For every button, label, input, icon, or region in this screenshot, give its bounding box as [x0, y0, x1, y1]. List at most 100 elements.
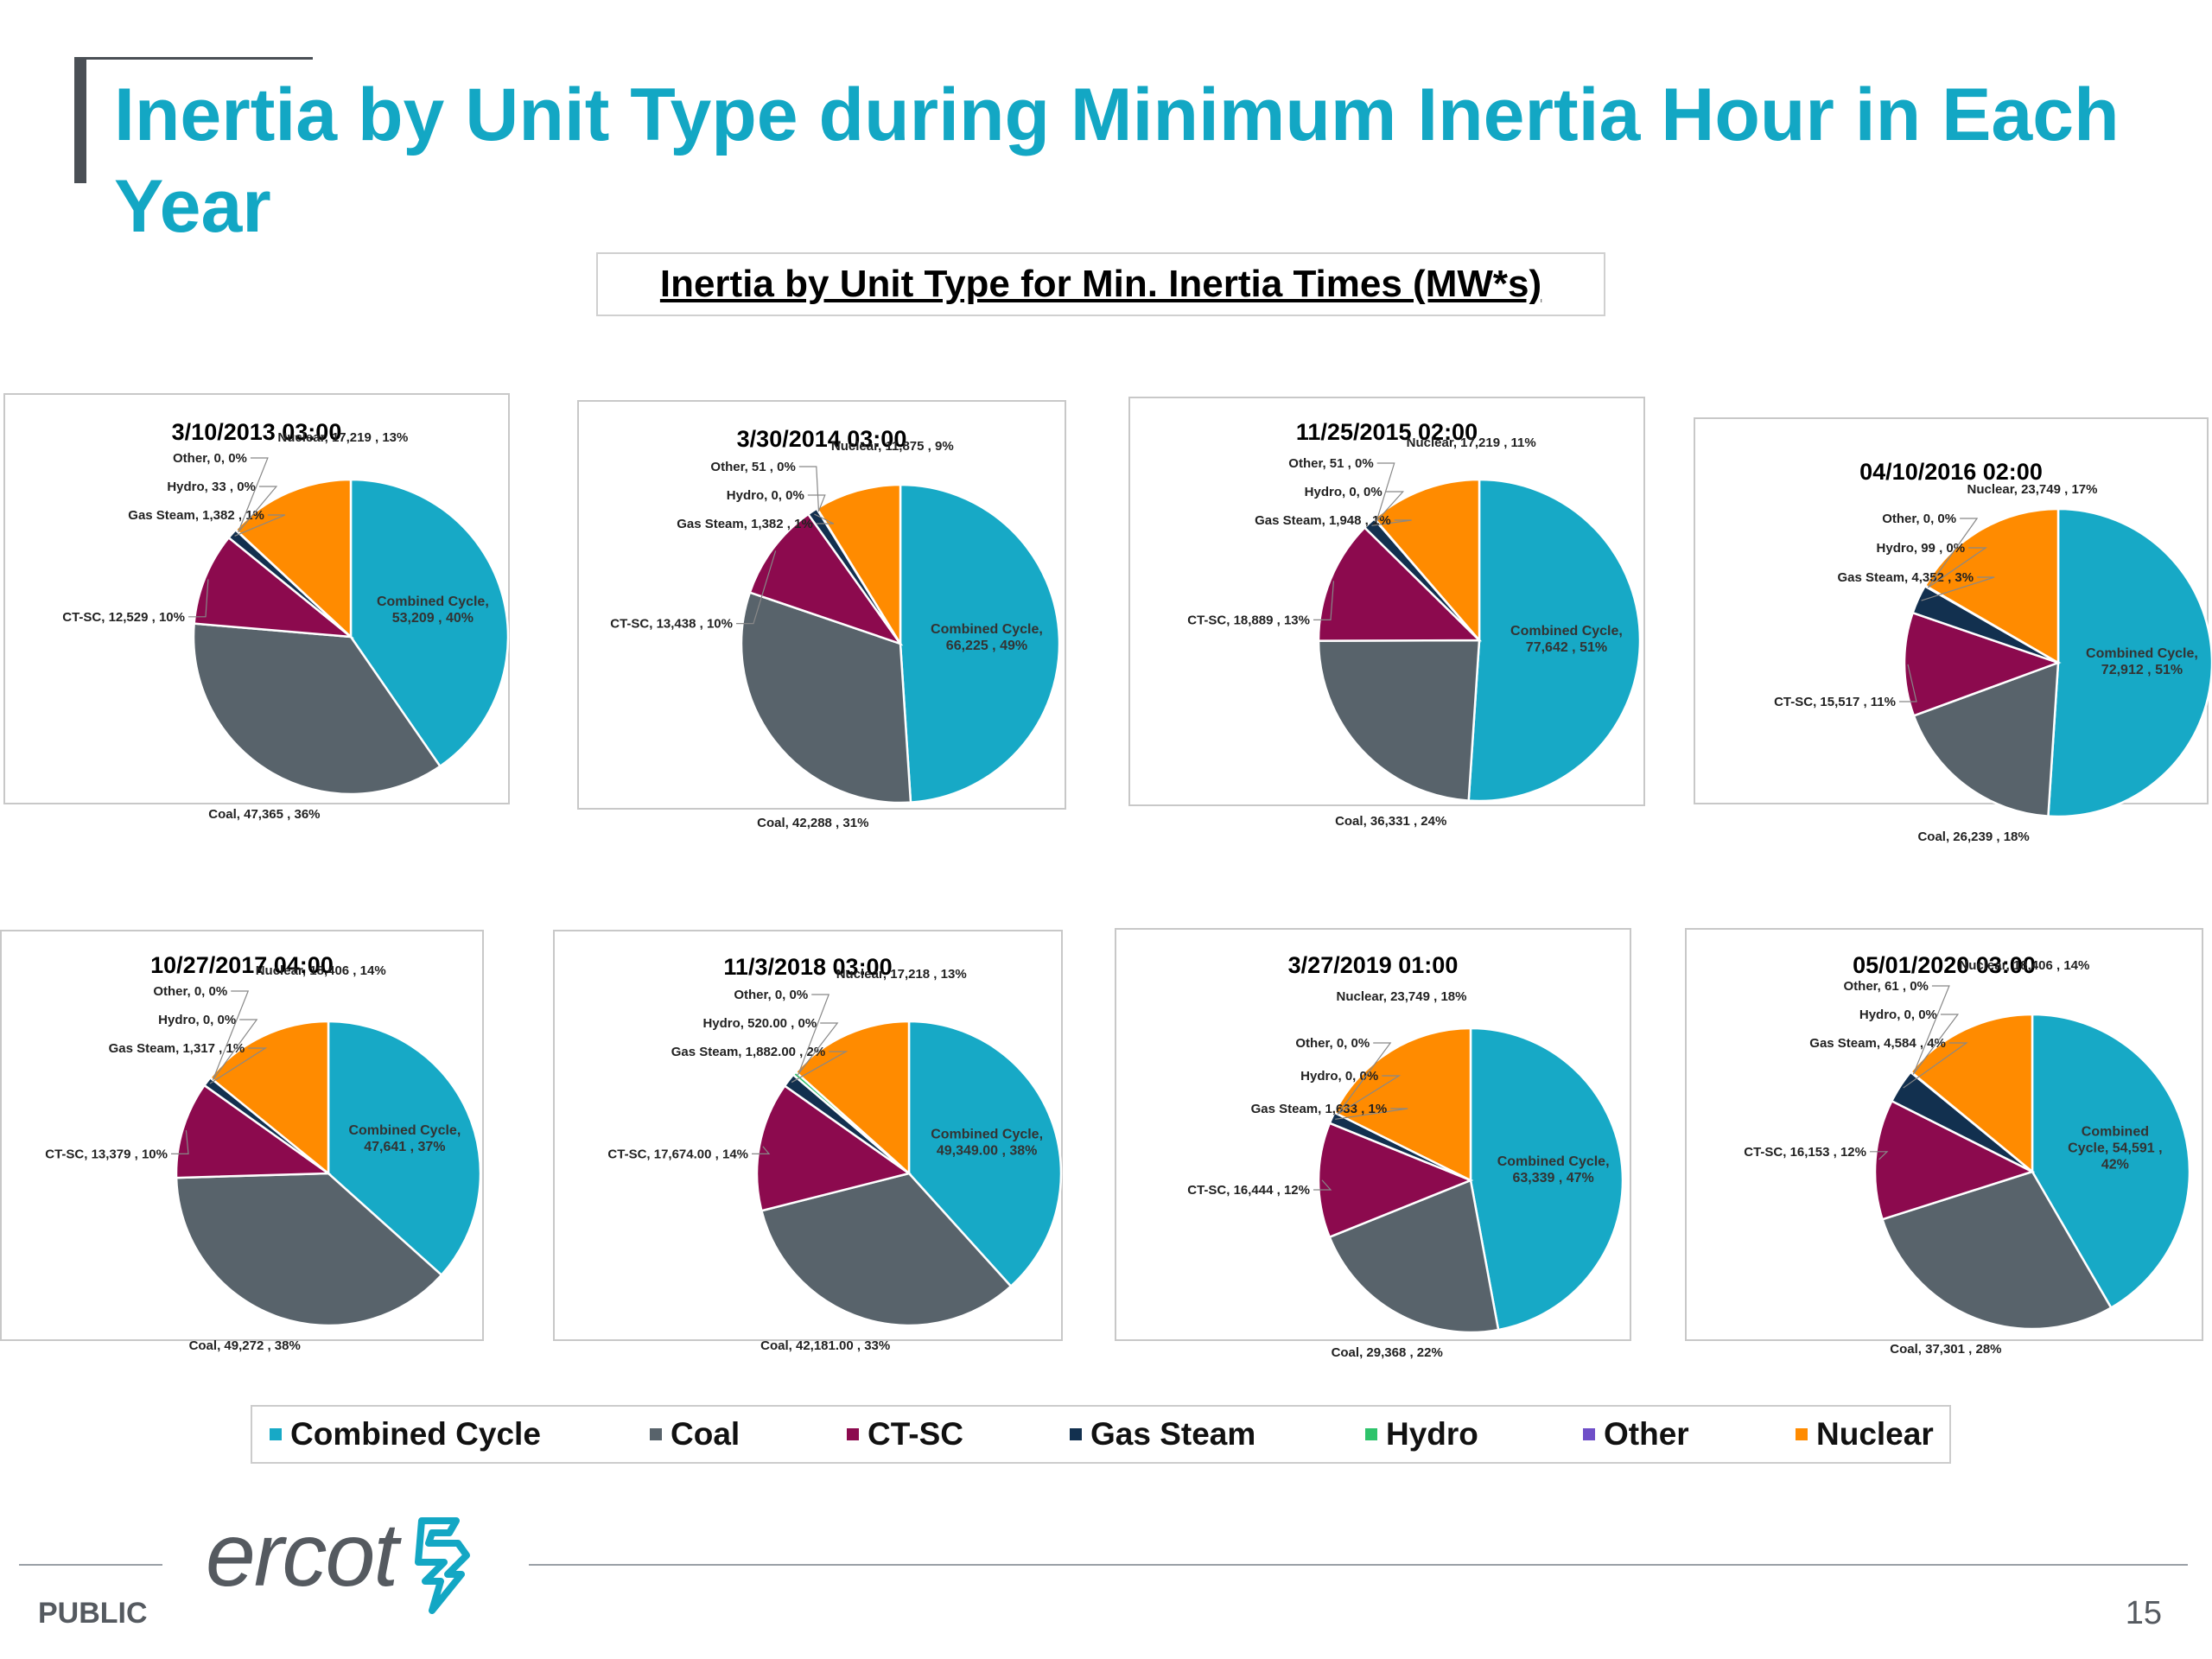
- pie-label-nuclear: Nuclear, 17,218 , 13%: [836, 967, 967, 982]
- label-leader-line: [797, 1022, 839, 1077]
- pie-label-other: Other, 0, 0%: [734, 988, 808, 1002]
- pie-label-nuclear: Nuclear, 23,749 , 18%: [1337, 989, 1467, 1004]
- pie-label-hydro: Hydro, 0, 0%: [727, 488, 804, 503]
- legend-swatch: [1070, 1428, 1082, 1440]
- pie-label-other: Other, 0, 0%: [173, 451, 247, 466]
- pie-label-gas-steam: Gas Steam, 1,382 , 1%: [677, 517, 813, 531]
- pie-label-coal: Coal, 26,239 , 18%: [1917, 830, 2029, 844]
- pie-label-hydro: Hydro, 0, 0%: [1859, 1007, 1937, 1022]
- legend-label: CT-SC: [868, 1416, 963, 1452]
- pie-label-gas-steam: Gas Steam, 4,352 , 3%: [1837, 570, 1974, 585]
- pie-label-hydro: Hydro, 0, 0%: [1305, 485, 1382, 499]
- ercot-logo: ercot: [206, 1505, 398, 1605]
- pie-label-ct-sc: CT-SC, 13,438 , 10%: [610, 617, 733, 632]
- legend-label: Gas Steam: [1090, 1416, 1256, 1452]
- pie-label-combined-cycle: 47,641 , 37%: [364, 1140, 445, 1154]
- pie-title: 11/25/2015 02:00: [1296, 419, 1478, 445]
- label-leader-line: [1912, 1014, 1960, 1075]
- pie-slice-combined-cycle: [327, 1020, 482, 1277]
- label-leader-line: [791, 1051, 849, 1084]
- pie-label-combined-cycle: Combined Cycle,: [348, 1123, 461, 1138]
- pie-slice-ct-sc: [755, 1084, 912, 1212]
- label-leader-line: [1928, 518, 1979, 588]
- pie-label-combined-cycle: 63,339 , 47%: [1512, 1171, 1593, 1185]
- label-leader-line: [1921, 576, 1995, 601]
- label-leader-line: [1335, 1108, 1408, 1120]
- pie-label-ct-sc: CT-SC, 17,674.00 , 14%: [607, 1147, 748, 1161]
- legend-swatch: [270, 1428, 282, 1440]
- pie-label-combined-cycle: Combined Cycle,: [931, 622, 1043, 637]
- pie-slice-ct-sc: [175, 1084, 332, 1179]
- pie-label-gas-steam: Gas Steam, 1,633 , 1%: [1251, 1102, 1388, 1116]
- label-leader-line: [1337, 1042, 1392, 1115]
- pie-label-combined-cycle: 72,912 , 51%: [2101, 663, 2183, 677]
- pie-label-combined-cycle: Combined Cycle,: [1510, 624, 1623, 639]
- legend-label: Combined Cycle: [290, 1416, 541, 1452]
- pie-svg: 10/27/2017 04:00 Combined Cycle, 47,641 , …: [45, 952, 482, 1353]
- label-leader-line: [798, 466, 820, 512]
- pie-slice-coal: [740, 591, 912, 804]
- pie-title: 10/27/2017 04:00: [150, 952, 334, 978]
- label-leader-line: [1928, 547, 1988, 588]
- pie-svg: 3/10/2013 03:00 Combined Cycle, 53,209 , 4…: [62, 419, 510, 822]
- pie-label-hydro: Hydro, 520.00 , 0%: [702, 1016, 817, 1031]
- pie-label-nuclear: Nuclear, 23,749 , 17%: [1967, 482, 2098, 497]
- pie-label-coal: Coal, 47,365 , 36%: [208, 807, 320, 822]
- label-leader-line: [798, 994, 830, 1075]
- pie-slice-ct-sc: [193, 536, 354, 639]
- pie-slice-ct-sc: [1873, 1099, 2036, 1221]
- pie-label-coal: Coal, 36,331 , 24%: [1335, 814, 1446, 829]
- pie-slice-ct-sc: [748, 512, 904, 646]
- pie-label-ct-sc: CT-SC, 15,517 , 11%: [1774, 695, 1896, 709]
- pie-label-ct-sc: CT-SC, 12,529 , 10%: [62, 610, 185, 625]
- pie-label-combined-cycle: Combined Cycle,: [1497, 1154, 1610, 1169]
- label-leader-line: [234, 514, 286, 537]
- label-leader-line: [212, 990, 250, 1080]
- pie-label-other: Other, 0, 0%: [153, 984, 227, 999]
- pie-label-hydro: Hydro, 33 , 0%: [167, 480, 256, 494]
- pie-slice-coal: [175, 1172, 443, 1327]
- legend-swatch: [1365, 1428, 1377, 1440]
- pie-panel-2019: 3/27/2019 01:00 Combined Cycle, 63,339 , 4…: [1115, 928, 1631, 1360]
- legend-item-combined-cycle: Combined Cycle: [270, 1407, 541, 1462]
- pie-title: 3/10/2013 03:00: [172, 419, 342, 445]
- pie-slice-combined-cycle: [1469, 1027, 1624, 1332]
- legend-item-other: Other: [1583, 1407, 1689, 1462]
- pie-panel-2013: 3/10/2013 03:00 Combined Cycle, 53,209 , 4…: [3, 393, 510, 822]
- pie-label-combined-cycle: 53,209 , 40%: [392, 611, 474, 626]
- page-number: 15: [2125, 1595, 2162, 1631]
- legend-label: Nuclear: [1816, 1416, 1934, 1452]
- pie-slice-coal: [1912, 661, 2060, 817]
- label-leader-line: [238, 486, 278, 533]
- footer-divider-right: [529, 1564, 2188, 1566]
- label-leader-line: [1313, 581, 1335, 620]
- label-leader-line: [209, 1047, 268, 1084]
- pie-label-gas-steam: Gas Steam, 1,948 , 1%: [1255, 513, 1391, 528]
- pie-label-other: Other, 0, 0%: [1882, 512, 1956, 526]
- pie-label-gas-steam: Gas Steam, 4,584 , 4%: [1809, 1036, 1946, 1051]
- pie-title: 05/01/2020 03:00: [1853, 952, 2036, 978]
- legend-label: Other: [1604, 1416, 1689, 1452]
- pie-svg: 3/27/2019 01:00 Combined Cycle, 63,339 , 4…: [1187, 952, 1624, 1360]
- pie-label-combined-cycle: 77,642 , 51%: [1526, 640, 1607, 655]
- pie-title: 11/3/2018 03:00: [723, 954, 892, 980]
- pie-panel-2014: 3/30/2014 03:00 Combined Cycle, 66,225 , 4…: [577, 400, 1066, 830]
- pie-slice-nuclear: [1332, 1027, 1472, 1183]
- label-leader-line: [1899, 664, 1917, 702]
- pie-svg: 04/10/2016 02:00 Combined Cycle, 72,912 , …: [1774, 459, 2212, 844]
- chart-legend: Combined Cycle Coal CT-SC Gas Steam Hydr…: [251, 1405, 1951, 1464]
- slide-title: Inertia by Unit Type during Minimum Iner…: [114, 73, 2120, 248]
- pie-label-combined-cycle: Combined Cycle,: [931, 1127, 1043, 1141]
- label-leader-line: [1903, 1042, 1968, 1089]
- label-leader-line: [238, 457, 269, 532]
- pie-label-combined-cycle: Combined Cycle,: [2086, 646, 2198, 661]
- pie-label-coal: Coal, 49,272 , 38%: [189, 1338, 301, 1353]
- pie-slice-coal: [1881, 1170, 2113, 1331]
- pie-slice-combined-cycle: [349, 478, 510, 768]
- pie-label-combined-cycle: Cycle, 54,591 ,: [2068, 1141, 2162, 1155]
- pie-slice-nuclear: [1923, 507, 2060, 665]
- pie-panel-2020: 05/01/2020 03:00 Combined Cycle, 54,591 , 4…: [1685, 928, 2203, 1357]
- label-leader-line: [1371, 519, 1412, 526]
- footer-public-label: PUBLIC: [38, 1597, 148, 1630]
- pie-label-coal: Coal, 42,181.00 , 33%: [760, 1338, 890, 1353]
